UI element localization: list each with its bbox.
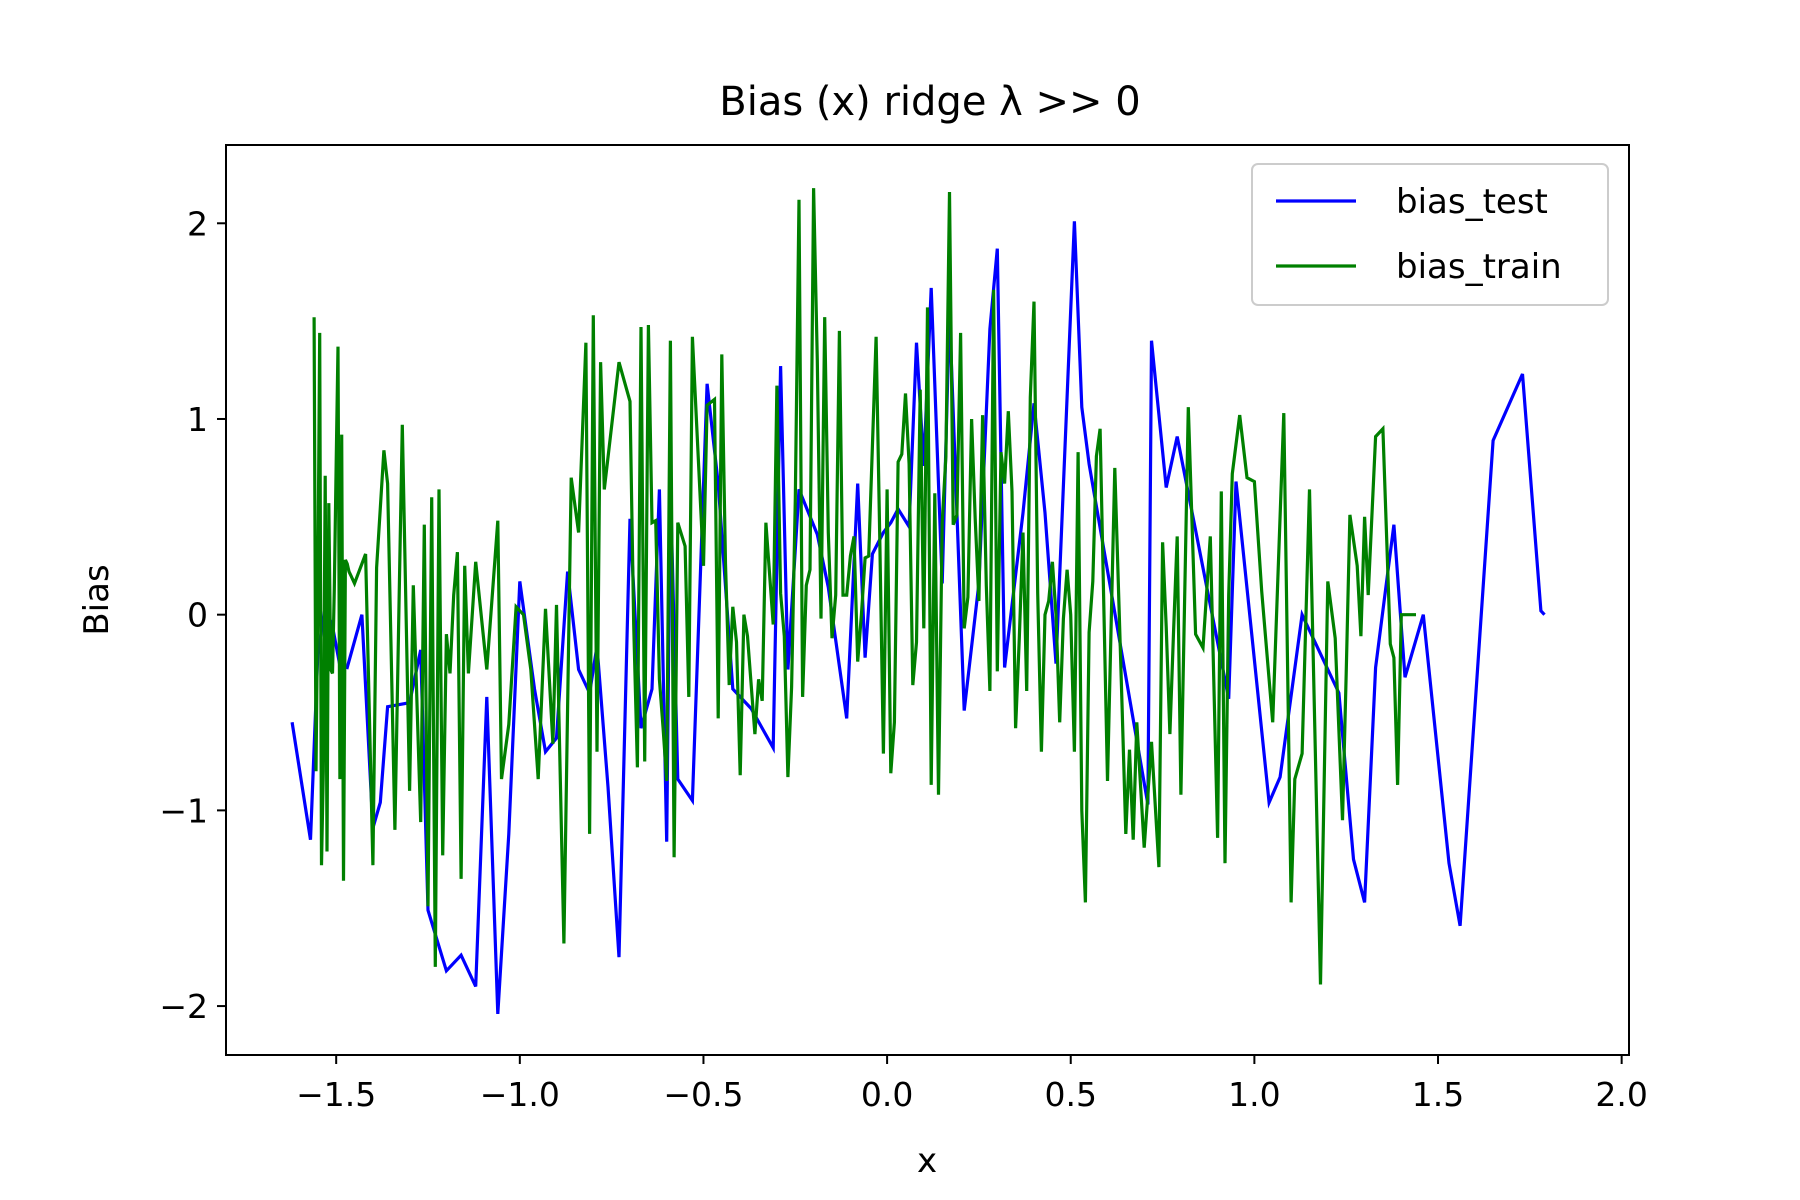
x-tick-label: 2.0 <box>1595 1075 1647 1114</box>
y-tick-label: −1 <box>159 791 208 830</box>
legend-label-bias_test: bias_test <box>1396 182 1548 222</box>
legend-label-bias_train: bias_train <box>1396 247 1562 287</box>
x-tick-label: 0.0 <box>861 1075 913 1114</box>
x-tick-label: −1.5 <box>296 1075 376 1114</box>
chart-title: Bias (x) ridge λ >> 0 <box>719 79 1140 125</box>
y-tick-label: 1 <box>187 400 208 439</box>
x-tick-label: 0.5 <box>1044 1075 1096 1114</box>
legend: bias_test bias_train <box>1252 164 1608 305</box>
x-tick-label: −1.0 <box>480 1075 560 1114</box>
x-tick-label: 1.0 <box>1228 1075 1280 1114</box>
y-tick-label: 2 <box>187 204 208 243</box>
x-axis-label: x <box>917 1141 937 1181</box>
y-tick-label: 0 <box>187 596 208 635</box>
x-tick-label: −0.5 <box>663 1075 743 1114</box>
y-tick-label: −2 <box>159 987 208 1026</box>
y-axis-label: Bias <box>77 564 117 635</box>
x-tick-label: 1.5 <box>1412 1075 1464 1114</box>
